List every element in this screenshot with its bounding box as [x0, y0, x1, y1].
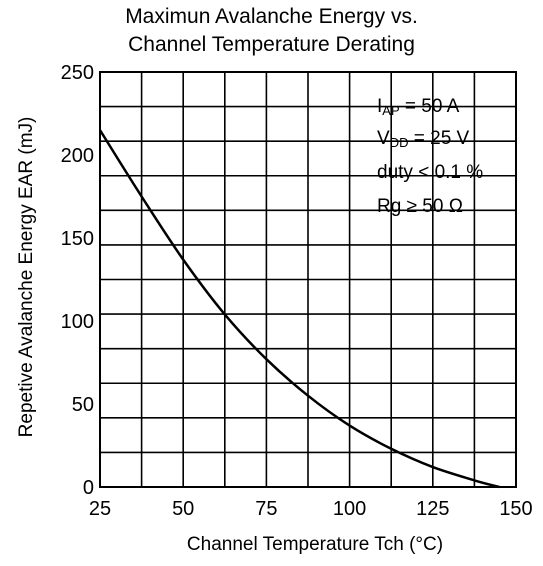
y-tick-label: 100 — [61, 311, 94, 333]
condition-iap-value: = 50 A — [399, 96, 460, 117]
x-tick-label: 75 — [255, 498, 277, 520]
condition-vdd-main: V — [377, 128, 390, 149]
x-tick-label: 125 — [416, 498, 449, 520]
y-tick-label: 150 — [61, 228, 94, 250]
chart-title-line2: Channel Temperature Derating — [128, 33, 415, 56]
y-tick-labels: 0 50 100 150 200 250 — [61, 62, 94, 499]
x-tick-label: 50 — [172, 498, 194, 520]
condition-rg-main: Rg — [377, 196, 407, 217]
condition-rg-ge: ≥ — [406, 196, 418, 217]
condition-vdd-value: = 25 V — [408, 128, 470, 149]
grid — [100, 72, 516, 487]
y-axis-label: Repetive Avalanche Energy EAR (mJ) — [16, 117, 37, 438]
x-tick-label: 150 — [499, 498, 532, 520]
plot-frame — [99, 71, 517, 488]
condition-duty: duty < 0.1 % — [377, 162, 484, 183]
condition-vdd: VDD = 25 V — [377, 128, 469, 154]
chart-title-line1: Maximun Avalanche Energy vs. — [125, 5, 418, 28]
series-line — [98, 129, 500, 489]
y-tick-label: 50 — [72, 394, 94, 416]
condition-iap-main: I — [377, 96, 383, 117]
x-tick-label: 25 — [89, 498, 111, 520]
condition-rg: Rg ≥ 50 Ω — [377, 196, 463, 218]
y-tick-label: 250 — [61, 62, 94, 84]
condition-vdd-sub: DD — [389, 135, 409, 150]
x-tick-label: 100 — [333, 498, 366, 520]
x-axis-label: Channel Temperature Tch (°C) — [187, 534, 443, 555]
x-tick-labels: 25 50 75 100 125 150 — [89, 498, 533, 520]
y-tick-label: 200 — [61, 145, 94, 167]
condition-iap-sub: AP — [382, 103, 400, 118]
condition-iap: IAP = 50 A — [377, 96, 459, 122]
y-tick-label: 0 — [83, 477, 94, 499]
condition-rg-value: 50 Ω — [417, 196, 463, 217]
